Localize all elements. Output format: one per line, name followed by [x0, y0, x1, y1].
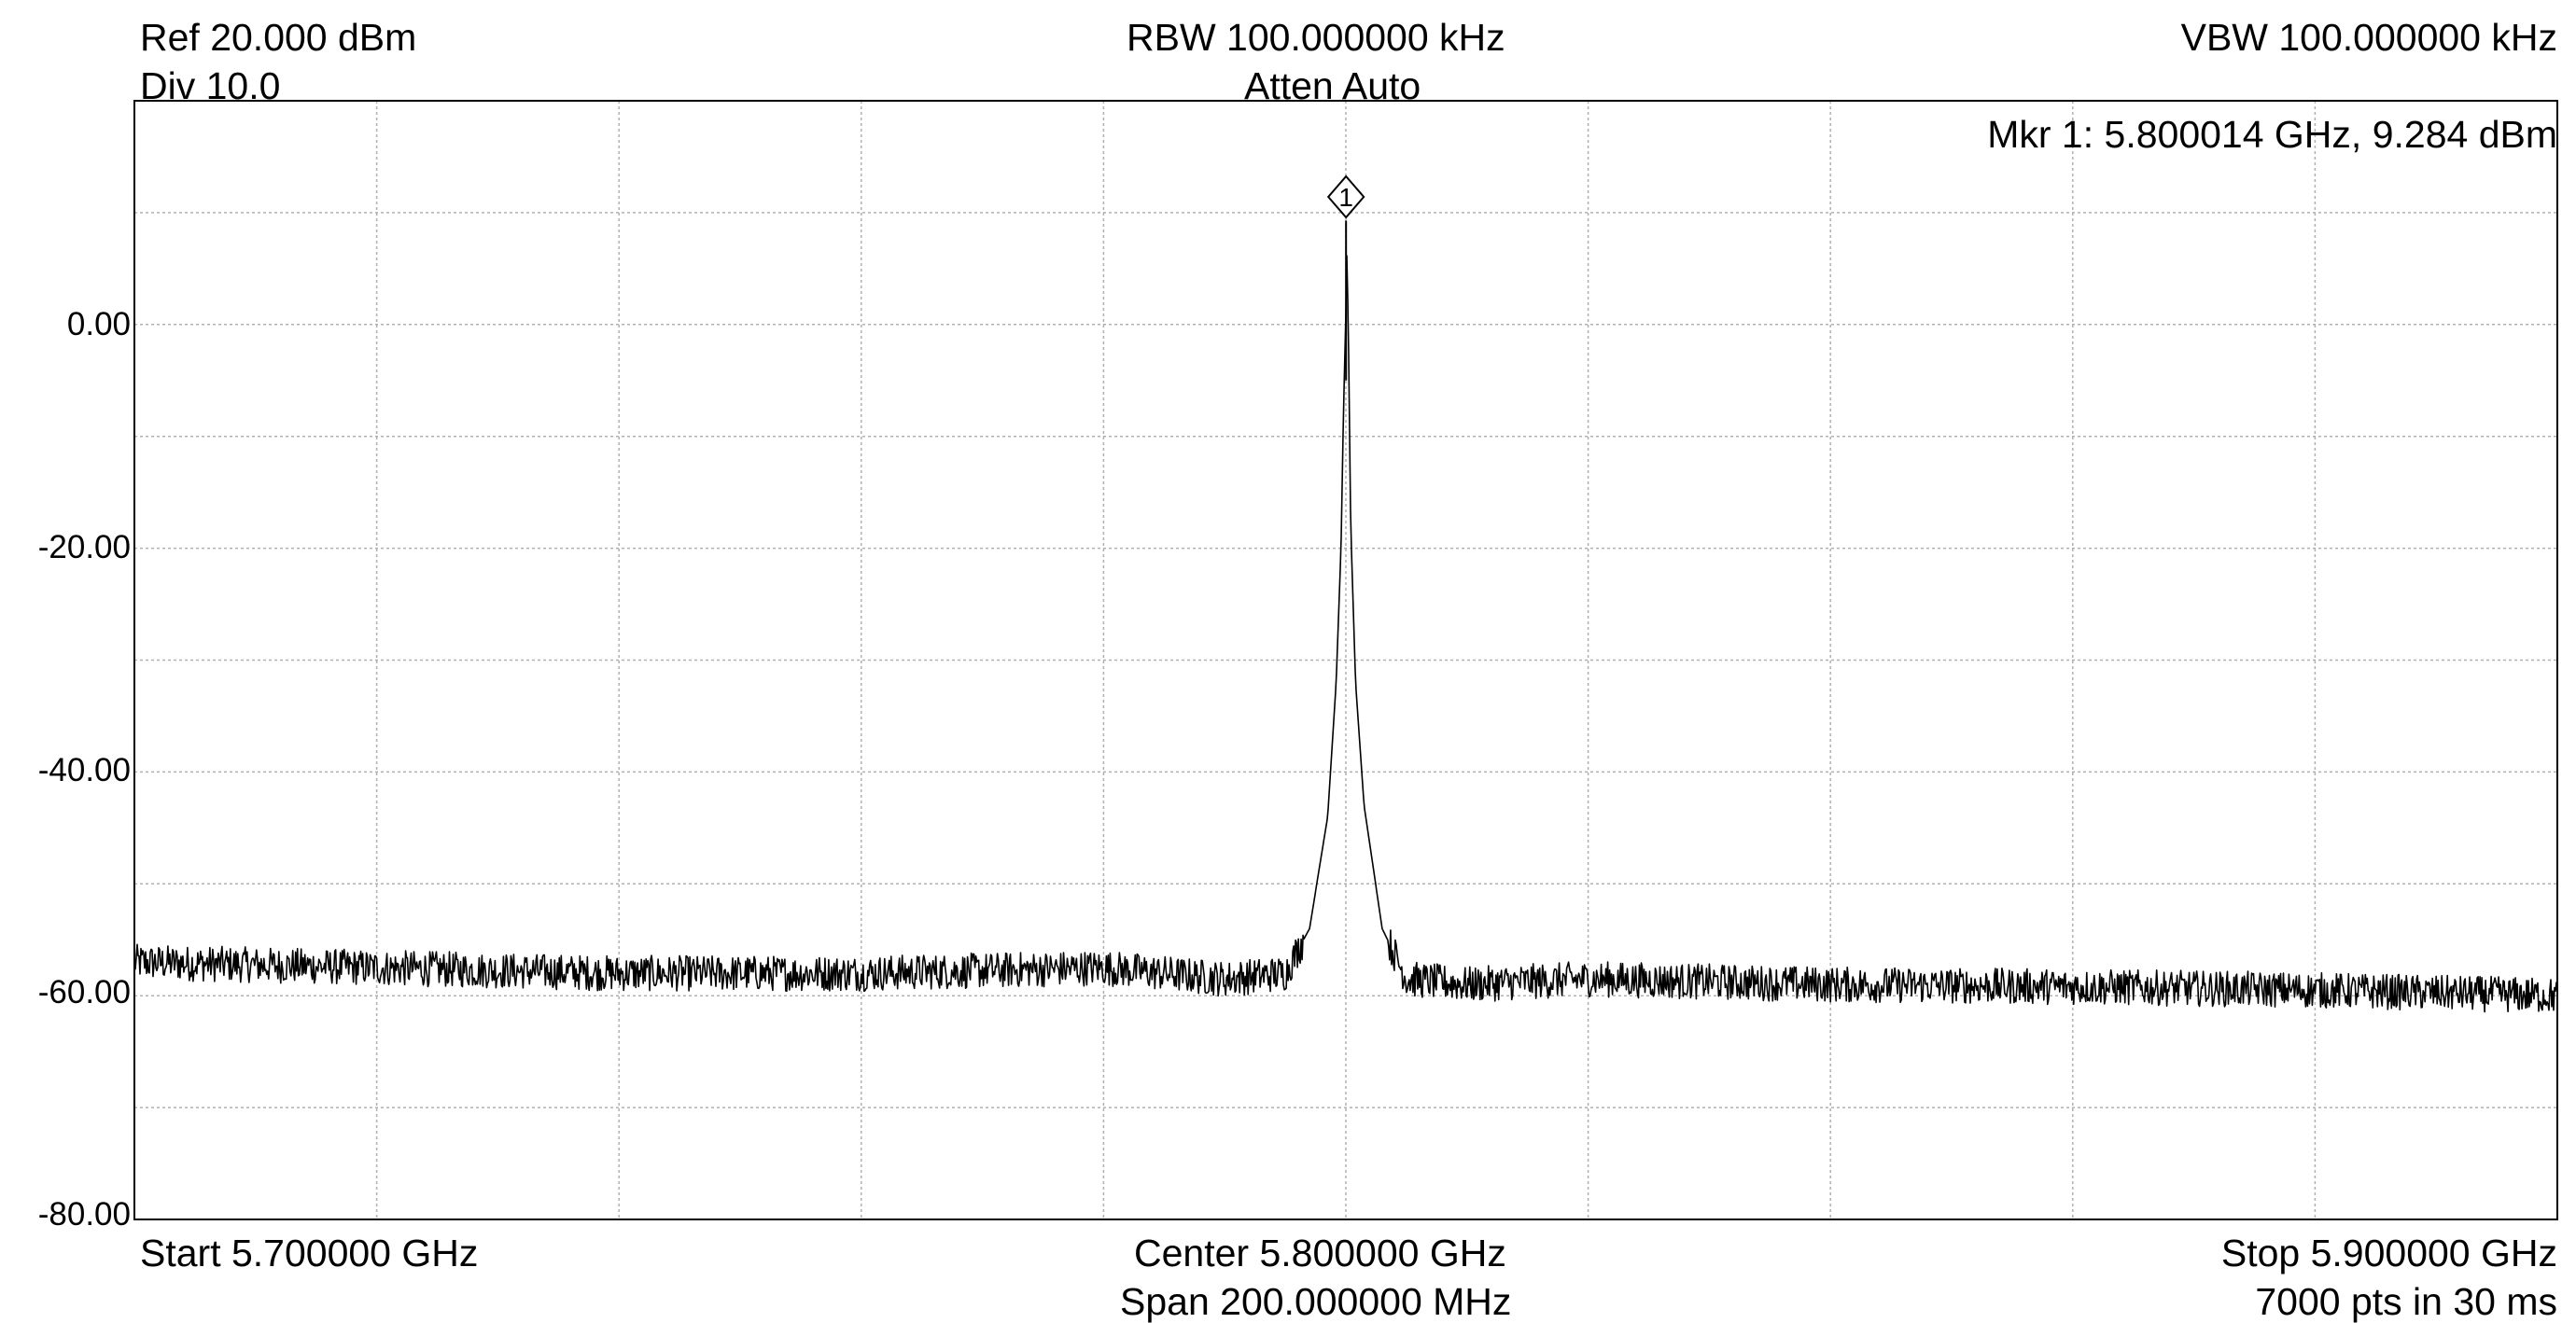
points-label: 7000 pts in 30 ms [2255, 1280, 2557, 1323]
vbw-label: VBW 100.000000 kHz [2180, 16, 2557, 59]
span-label: Span 200.000000 MHz [1120, 1280, 1512, 1323]
atten-label: Atten Auto [1244, 64, 1421, 107]
y-tick-minus60: -60.00 [37, 974, 131, 1010]
ref-level-label: Ref 20.000 dBm [140, 16, 417, 59]
marker-1-label: 1 [1338, 183, 1353, 212]
marker-readout: Mkr 1: 5.800014 GHz, 9.284 dBm [1987, 113, 2557, 156]
marker-1-icon [1326, 174, 1365, 219]
plot-frame [133, 100, 2558, 1220]
center-freq-label: Center 5.800000 GHz [1134, 1232, 1506, 1274]
y-tick-minus80: -80.00 [37, 1196, 131, 1232]
div-scale-label: Div 10.0 [140, 64, 281, 107]
stop-freq-label: Stop 5.900000 GHz [2220, 1232, 2557, 1274]
start-freq-label: Start 5.700000 GHz [140, 1232, 479, 1274]
y-tick-0: 0.00 [66, 306, 131, 342]
rbw-label: RBW 100.000000 kHz [1127, 16, 1505, 59]
y-tick-minus40: -40.00 [37, 752, 131, 788]
y-tick-minus20: -20.00 [37, 529, 131, 565]
